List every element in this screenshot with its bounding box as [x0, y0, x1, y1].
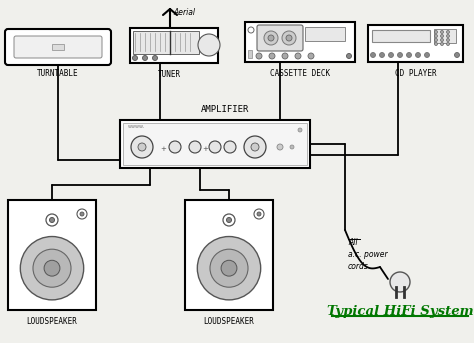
- Circle shape: [435, 38, 438, 42]
- Bar: [185, 200, 273, 310]
- Circle shape: [268, 35, 274, 41]
- Circle shape: [295, 53, 301, 59]
- Bar: [368, 25, 463, 62]
- Text: +: +: [202, 146, 208, 152]
- Circle shape: [80, 212, 84, 216]
- Circle shape: [169, 141, 181, 153]
- Circle shape: [197, 237, 261, 300]
- Text: Aerial: Aerial: [173, 8, 195, 17]
- Circle shape: [210, 249, 248, 287]
- Circle shape: [435, 35, 438, 37]
- Bar: [123, 123, 307, 165]
- Bar: [434, 29, 456, 43]
- Text: +: +: [160, 146, 166, 152]
- Circle shape: [44, 260, 60, 276]
- Circle shape: [407, 52, 411, 58]
- Circle shape: [269, 53, 275, 59]
- Circle shape: [447, 35, 449, 37]
- Circle shape: [416, 52, 420, 58]
- Circle shape: [455, 52, 459, 58]
- Text: CD PLAYER: CD PLAYER: [395, 69, 436, 78]
- Circle shape: [286, 35, 292, 41]
- Circle shape: [33, 249, 71, 287]
- Bar: [305, 27, 345, 41]
- Circle shape: [224, 141, 236, 153]
- Text: Typical HiFi System: Typical HiFi System: [327, 305, 474, 318]
- Circle shape: [435, 31, 438, 34]
- FancyBboxPatch shape: [14, 36, 102, 58]
- Circle shape: [138, 143, 146, 151]
- Circle shape: [46, 214, 58, 226]
- FancyBboxPatch shape: [5, 29, 111, 65]
- Circle shape: [308, 53, 314, 59]
- Text: AMPLIFIER: AMPLIFIER: [201, 105, 249, 114]
- Circle shape: [440, 43, 444, 46]
- Circle shape: [221, 260, 237, 276]
- Circle shape: [77, 209, 87, 219]
- Circle shape: [447, 43, 449, 46]
- Circle shape: [447, 38, 449, 42]
- Circle shape: [248, 27, 254, 33]
- Circle shape: [390, 272, 410, 292]
- Bar: [130, 28, 218, 63]
- Circle shape: [49, 217, 55, 223]
- Circle shape: [254, 209, 264, 219]
- Circle shape: [251, 143, 259, 151]
- Text: LOUDSPEAKER: LOUDSPEAKER: [27, 317, 77, 326]
- Circle shape: [277, 144, 283, 150]
- Bar: [372, 30, 430, 42]
- Text: TURNTABLE: TURNTABLE: [37, 69, 79, 78]
- Circle shape: [198, 34, 220, 56]
- Bar: [52, 44, 64, 50]
- Circle shape: [143, 56, 147, 60]
- Circle shape: [227, 217, 231, 223]
- Circle shape: [209, 141, 221, 153]
- Text: wwww.: wwww.: [128, 124, 145, 129]
- Text: LOUDSPEAKER: LOUDSPEAKER: [203, 317, 255, 326]
- Circle shape: [20, 237, 84, 300]
- Circle shape: [440, 31, 444, 34]
- Bar: [245, 22, 355, 62]
- Circle shape: [264, 31, 278, 45]
- Circle shape: [389, 52, 393, 58]
- Circle shape: [380, 52, 384, 58]
- Circle shape: [440, 35, 444, 37]
- Text: TUNER: TUNER: [157, 70, 181, 79]
- Circle shape: [447, 31, 449, 34]
- Circle shape: [223, 214, 235, 226]
- Circle shape: [189, 141, 201, 153]
- Circle shape: [282, 53, 288, 59]
- Bar: [8, 200, 96, 310]
- FancyBboxPatch shape: [257, 25, 303, 51]
- Circle shape: [256, 53, 262, 59]
- Text: All
a.c. power
cords: All a.c. power cords: [348, 238, 388, 271]
- Circle shape: [153, 56, 157, 60]
- Circle shape: [435, 43, 438, 46]
- Circle shape: [133, 56, 137, 60]
- Circle shape: [282, 31, 296, 45]
- Circle shape: [257, 212, 261, 216]
- Circle shape: [131, 136, 153, 158]
- Circle shape: [298, 128, 302, 132]
- Bar: [133, 31, 199, 54]
- Circle shape: [244, 136, 266, 158]
- Circle shape: [290, 145, 294, 149]
- Circle shape: [371, 52, 375, 58]
- Circle shape: [398, 52, 402, 58]
- Bar: [248, 50, 252, 58]
- Bar: [120, 120, 310, 168]
- Circle shape: [425, 52, 429, 58]
- Circle shape: [440, 38, 444, 42]
- Text: CASSETTE DECK: CASSETTE DECK: [270, 69, 330, 78]
- Circle shape: [346, 54, 352, 59]
